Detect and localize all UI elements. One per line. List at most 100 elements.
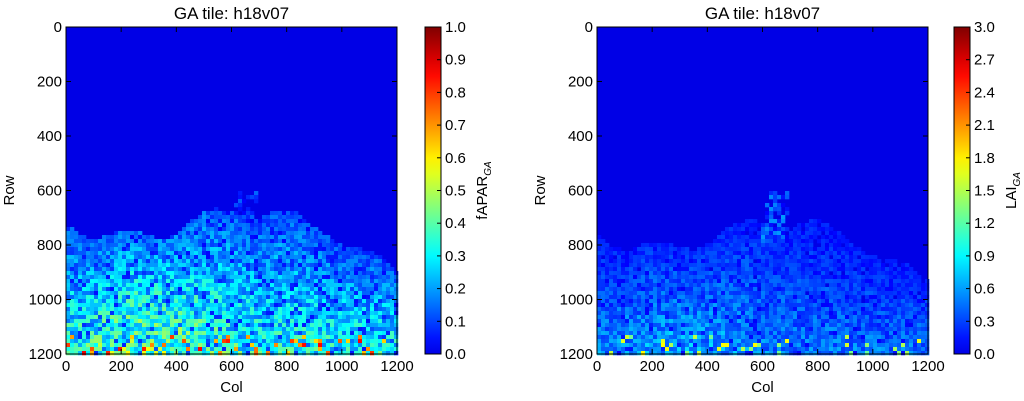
heatmap-cell [749, 275, 754, 280]
heatmap-cell [250, 347, 255, 352]
heatmap-cell [721, 347, 726, 352]
heatmap-cell [382, 331, 387, 336]
heatmap-cell [114, 323, 119, 328]
heatmap-cell [74, 255, 79, 260]
heatmap-cell [186, 287, 191, 292]
heatmap-cell [733, 295, 738, 300]
heatmap-cell [781, 263, 786, 268]
heatmap-cell [797, 343, 802, 348]
heatmap-cell [689, 271, 694, 276]
heatmap-cell [701, 295, 706, 300]
heatmap-cell [194, 311, 199, 316]
heatmap-cell [94, 279, 99, 284]
heatmap-cell [781, 315, 786, 320]
heatmap-cell [306, 271, 311, 276]
heatmap-cell [190, 271, 195, 276]
heatmap-cell [278, 271, 283, 276]
heatmap-cell [234, 255, 239, 260]
heatmap-cell [330, 255, 335, 260]
heatmap-cell [725, 315, 730, 320]
heatmap-cell [721, 263, 726, 268]
heatmap-cell [901, 331, 906, 336]
heatmap-cell [785, 251, 790, 256]
heatmap-cell [669, 299, 674, 304]
heatmap-cell [921, 323, 926, 328]
heatmap-cell [190, 223, 195, 228]
heatmap-cell [673, 247, 678, 252]
heatmap-cell [657, 319, 662, 324]
heatmap-cell [645, 323, 650, 328]
heatmap-cell [805, 339, 810, 344]
heatmap-cell [118, 351, 123, 356]
heatmap-cell [665, 303, 670, 308]
heatmap-cell [114, 283, 119, 288]
heatmap-cell [286, 303, 291, 308]
heatmap-cell [126, 299, 131, 304]
heatmap-cell [278, 303, 283, 308]
heatmap-cell [889, 331, 894, 336]
heatmap-cell [314, 263, 319, 268]
heatmap-cell [210, 247, 215, 252]
heatmap-cell [194, 315, 199, 320]
heatmap-cell [761, 343, 766, 348]
heatmap-cell [146, 259, 151, 264]
heatmap-cell [597, 299, 602, 304]
heatmap-cell [697, 339, 702, 344]
heatmap-cell [166, 347, 171, 352]
heatmap-cell [749, 219, 754, 224]
heatmap-cell [665, 275, 670, 280]
heatmap-cell [757, 311, 762, 316]
heatmap-cell [346, 255, 351, 260]
heatmap-cell [218, 255, 223, 260]
heatmap-cell [669, 271, 674, 276]
heatmap-cell [709, 295, 714, 300]
heatmap-cell [198, 275, 203, 280]
heatmap-cell [198, 295, 203, 300]
heatmap-cell [358, 247, 363, 252]
heatmap-cell [633, 271, 638, 276]
heatmap-cell [809, 335, 814, 340]
heatmap-cell [741, 347, 746, 352]
heatmap-cell [921, 327, 926, 332]
heatmap-cell [146, 271, 151, 276]
heatmap-cell [757, 263, 762, 268]
heatmap-cell [338, 267, 343, 272]
heatmap-cell [210, 267, 215, 272]
heatmap-cell [254, 283, 259, 288]
heatmap-cell [262, 219, 267, 224]
heatmap-cell [653, 315, 658, 320]
heatmap-cell [234, 271, 239, 276]
heatmap-cell [394, 335, 399, 340]
heatmap-cell [661, 243, 666, 248]
heatmap-cell [86, 311, 91, 316]
heatmap-cell [386, 279, 391, 284]
heatmap-cell [394, 343, 399, 348]
heatmap-cell [234, 327, 239, 332]
heatmap-cell [366, 327, 371, 332]
heatmap-cell [70, 231, 75, 236]
heatmap-cell [170, 327, 175, 332]
heatmap-cell [266, 331, 271, 336]
heatmap-cell [701, 303, 706, 308]
heatmap-cell [162, 295, 167, 300]
heatmap-cell [893, 291, 898, 296]
heatmap-cell [326, 331, 331, 336]
heatmap-cell [857, 323, 862, 328]
heatmap-cell [270, 351, 275, 356]
heatmap-cell [813, 315, 818, 320]
heatmap-cell [382, 295, 387, 300]
heatmap-cell [186, 267, 191, 272]
heatmap-cell [737, 223, 742, 228]
heatmap-cell [861, 291, 866, 296]
heatmap-cell [641, 247, 646, 252]
heatmap-cell [601, 295, 606, 300]
heatmap-cell [825, 311, 830, 316]
heatmap-cell [813, 275, 818, 280]
heatmap-cell [845, 335, 850, 340]
heatmap-cell [286, 343, 291, 348]
heatmap-cell [186, 263, 191, 268]
heatmap-cell [274, 299, 279, 304]
heatmap-cell [605, 263, 610, 268]
heatmap-cell [629, 287, 634, 292]
heatmap-cell [821, 255, 826, 260]
